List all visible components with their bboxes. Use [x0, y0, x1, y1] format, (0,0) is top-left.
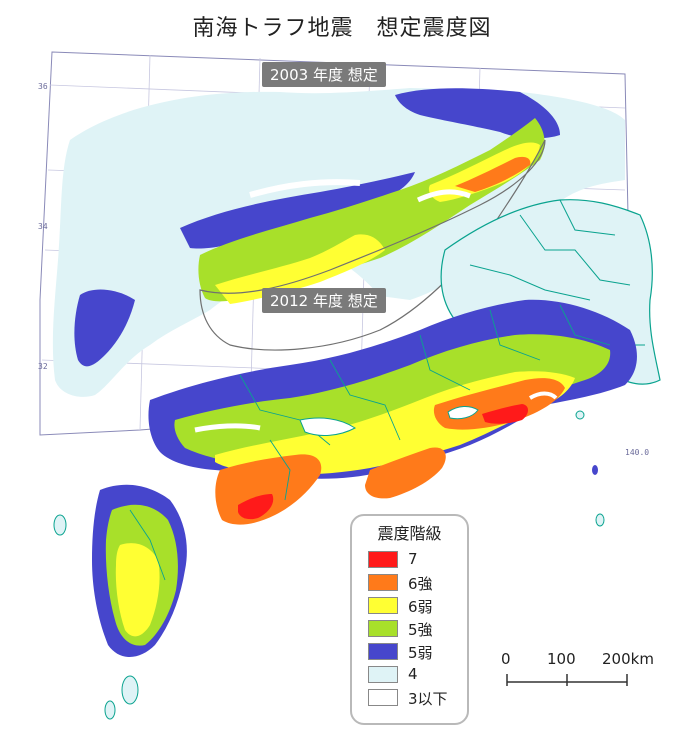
legend-label: 7	[408, 550, 418, 568]
legend-swatch-4	[368, 666, 398, 683]
legend-swatch-6-strong	[368, 574, 398, 591]
legend-label: 4	[408, 665, 418, 683]
legend-swatch-6-weak	[368, 597, 398, 614]
scale-tick-label: 200km	[602, 650, 654, 668]
legend-label: 6強	[408, 575, 433, 593]
legend: 震度階級 7 6強 6弱 5強 5弱 4 3以下	[350, 514, 469, 725]
legend-label: 3以下	[408, 690, 448, 708]
scale-tick-label: 100	[547, 650, 576, 668]
legend-swatch-7	[368, 551, 398, 568]
legend-swatch-5-weak	[368, 643, 398, 660]
map-2012-panel	[53, 199, 661, 720]
legend-swatch-3-or-less	[368, 689, 398, 706]
scale-tick-label: 0	[501, 650, 511, 668]
lon-label-140: 140.0	[625, 448, 650, 457]
legend-title: 震度階級	[377, 524, 442, 543]
legend-label: 6弱	[408, 598, 433, 616]
legend-label: 5弱	[408, 644, 433, 662]
legend-label: 5強	[408, 621, 433, 639]
scale-bar-line	[506, 674, 628, 686]
label-2003-estimate: 2003 年度 想定	[262, 62, 386, 87]
map-title: 南海トラフ地震 想定震度図	[192, 16, 492, 41]
lat-label-32: 32	[38, 362, 48, 371]
legend-swatch-5-strong	[368, 620, 398, 637]
label-2012-estimate: 2012 年度 想定	[262, 288, 386, 313]
lat-label-36: 36	[38, 82, 48, 91]
lat-label-34: 34	[38, 222, 48, 231]
scale-bar: 0 100 200km	[495, 650, 654, 690]
